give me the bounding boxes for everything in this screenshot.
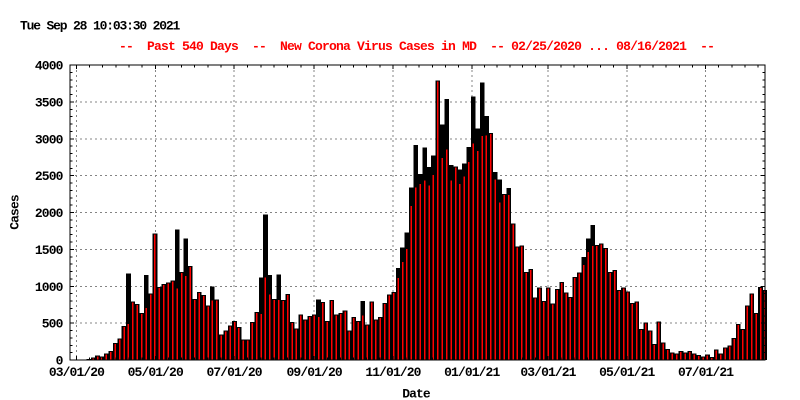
- svg-text:Date: Date: [402, 387, 431, 400]
- svg-text:2000: 2000: [35, 206, 64, 221]
- svg-text:0: 0: [56, 354, 64, 369]
- svg-text:-- Past 540 Days -- New Cor: -- Past 540 Days -- New Corona Virus Cas…: [119, 39, 714, 54]
- svg-text:03/01/20: 03/01/20: [49, 365, 105, 380]
- svg-text:05/01/21: 05/01/21: [599, 365, 655, 380]
- svg-text:1000: 1000: [35, 280, 64, 295]
- svg-text:09/01/20: 09/01/20: [287, 365, 343, 380]
- svg-text:07/01/20: 07/01/20: [206, 365, 262, 380]
- svg-text:3500: 3500: [35, 95, 64, 110]
- svg-text:3000: 3000: [35, 132, 64, 147]
- svg-text:05/01/20: 05/01/20: [128, 365, 184, 380]
- svg-text:03/01/21: 03/01/21: [520, 365, 576, 380]
- svg-text:11/01/20: 11/01/20: [365, 365, 421, 380]
- svg-text:2500: 2500: [35, 169, 64, 184]
- svg-text:Cases: Cases: [8, 194, 23, 230]
- svg-text:07/01/21: 07/01/21: [678, 365, 734, 380]
- svg-text:4000: 4000: [35, 59, 64, 74]
- svg-text:500: 500: [42, 317, 64, 332]
- svg-text:1500: 1500: [35, 243, 64, 258]
- svg-text:01/01/21: 01/01/21: [444, 365, 500, 380]
- svg-text:Tue Sep 28 10:03:30 2021: Tue Sep 28 10:03:30 2021: [20, 19, 181, 34]
